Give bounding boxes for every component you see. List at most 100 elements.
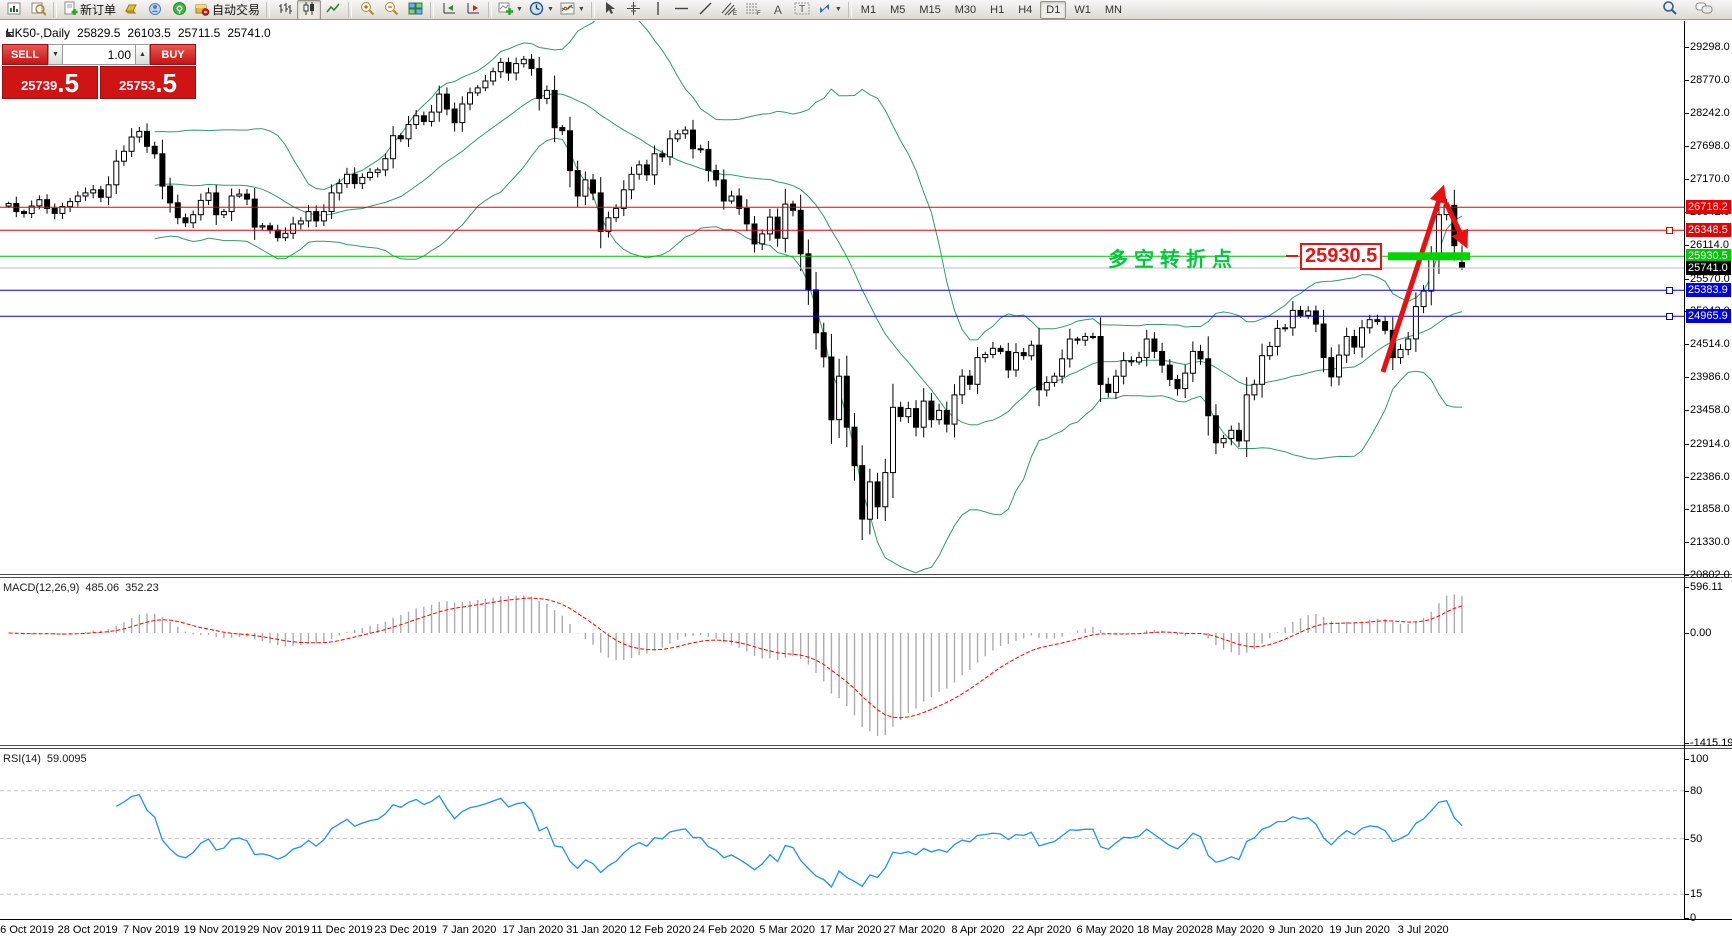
price-tick <box>1684 575 1689 576</box>
macd-histogram <box>15 594 1463 736</box>
turning-point-annotation[interactable]: 多空转折点 <box>1108 249 1238 272</box>
auto-scroll-icon <box>466 1 481 19</box>
timeframe-button-mn[interactable]: MN <box>1104 3 1122 16</box>
time-axis-label: 23 Dec 2019 <box>374 924 437 936</box>
search-button[interactable] <box>1658 0 1682 20</box>
time-axis-label: 3 Jul 2020 <box>1397 924 1449 936</box>
templates-button[interactable]: ▼ <box>557 0 588 20</box>
arrows-icon <box>817 1 832 19</box>
sell-price-display[interactable]: 25739.5 <box>2 66 98 99</box>
text-button[interactable]: A <box>766 0 790 20</box>
price-tick <box>1684 377 1689 379</box>
rsi-tick <box>1684 759 1689 760</box>
volume-input[interactable] <box>63 44 135 65</box>
price-tick-label: 27698.0 <box>1690 140 1730 153</box>
cursor-button[interactable] <box>598 0 622 20</box>
toolbar-separator <box>348 1 353 18</box>
rsi-tick-label: 0 <box>1690 912 1697 924</box>
auto-scroll-button[interactable] <box>461 0 485 20</box>
toolbar-separator <box>590 1 595 18</box>
trend-arrows[interactable] <box>1380 184 1469 373</box>
auto-trading-button[interactable]: 自动交易 <box>191 0 263 20</box>
profiles-button[interactable] <box>26 0 50 20</box>
sell-button[interactable]: SELL <box>2 44 48 65</box>
svg-text:T: T <box>799 4 805 15</box>
macd-tick <box>1684 742 1689 744</box>
vertical-line-button[interactable] <box>646 0 670 20</box>
support-bar-annotation[interactable] <box>1388 252 1470 261</box>
price-tick <box>1684 409 1689 411</box>
close-value: 25741.0 <box>227 26 271 40</box>
pane-separator[interactable] <box>0 574 1732 578</box>
mql5-community-icon <box>172 1 187 19</box>
price-line-label: 24965.9 <box>1686 309 1731 324</box>
periods-button[interactable]: ▼ <box>526 0 557 20</box>
new-order-button[interactable]: 新订单 <box>60 0 119 20</box>
candlestick-chart-button[interactable] <box>297 0 322 20</box>
macd-tick-label: 596.11 <box>1690 580 1723 593</box>
timeframe-button-w1[interactable]: W1 <box>1074 3 1091 16</box>
macd-pane-canvas[interactable] <box>0 578 1684 745</box>
equidistant-channel-button[interactable]: E <box>718 0 742 20</box>
indicators-button[interactable]: ▼ <box>495 0 526 20</box>
rsi-pane-canvas[interactable] <box>0 749 1684 919</box>
arrows-button[interactable]: ▼ <box>814 0 845 20</box>
fibonacci-button[interactable]: F <box>742 0 766 20</box>
trendline-button[interactable] <box>694 0 718 20</box>
rsi-label: RSI(14) 59.0095 <box>3 753 87 765</box>
rsi-tick-label: 50 <box>1690 832 1703 845</box>
buy-price-frac: .5 <box>155 68 177 98</box>
price-tick-label: 24514.0 <box>1690 338 1730 351</box>
volume-increase-button[interactable]: ▲ <box>135 44 150 65</box>
main-chart-canvas[interactable] <box>0 21 1684 575</box>
zoom-out-button[interactable] <box>379 0 403 20</box>
rsi-tick-label: 15 <box>1690 888 1703 901</box>
line-chart-icon <box>325 1 341 19</box>
mql5-community-button[interactable] <box>167 0 191 20</box>
price-tick-label: 21858.0 <box>1690 503 1730 516</box>
zoom-in-button[interactable] <box>355 0 379 20</box>
timeframe-button-m30[interactable]: M30 <box>954 3 977 16</box>
templates-icon <box>560 1 575 19</box>
gold-bar-button[interactable] <box>119 0 143 20</box>
chat-button[interactable] <box>1692 0 1716 20</box>
line-selection-marker <box>1666 226 1673 234</box>
timeframe-button-d1[interactable]: D1 <box>1040 0 1067 19</box>
price-tick <box>1684 179 1689 181</box>
candlestick-series[interactable] <box>5 53 1465 541</box>
price-tag-annotation[interactable]: 25930.5 <box>1300 242 1383 270</box>
timeframe-button-m1[interactable]: M1 <box>860 3 877 16</box>
text-label-button[interactable]: T <box>790 0 814 20</box>
auto-trading-label: 自动交易 <box>212 3 261 17</box>
new-chart-button[interactable] <box>2 0 26 20</box>
rsi-tick-label: 80 <box>1690 784 1703 797</box>
crosshair-button[interactable] <box>622 0 646 20</box>
time-axis-label: 16 Oct 2019 <box>0 924 54 936</box>
time-axis-label: 17 Mar 2020 <box>819 924 882 936</box>
line-chart-button[interactable] <box>321 0 345 20</box>
symbol-pin-icon <box>6 29 14 37</box>
price-tick <box>1684 509 1689 511</box>
terminal-button[interactable] <box>143 0 167 20</box>
tile-windows-button[interactable] <box>403 0 427 20</box>
price-tick <box>1684 443 1689 445</box>
pane-separator[interactable] <box>0 745 1732 749</box>
timeframe-button-m5[interactable]: M5 <box>890 3 906 16</box>
buy-price-display[interactable]: 25753.5 <box>100 66 196 99</box>
cursor-icon <box>602 1 617 19</box>
timeframe-button-m15[interactable]: M15 <box>919 3 941 16</box>
new-order-label: 新订单 <box>80 3 117 17</box>
timeframe-button-h1[interactable]: H1 <box>990 3 1005 16</box>
timeframe-button-h4[interactable]: H4 <box>1018 3 1033 16</box>
chart-shift-button[interactable] <box>437 0 461 20</box>
horizontal-line-button[interactable] <box>670 0 694 20</box>
buy-button[interactable]: BUY <box>150 44 196 65</box>
chevron-down-icon: ▼ <box>546 6 554 13</box>
bar-chart-button[interactable] <box>273 0 297 20</box>
rsi-line <box>115 793 1463 889</box>
volume-decrease-button[interactable]: ▼ <box>48 44 63 65</box>
new-order-icon <box>63 1 78 19</box>
high-value: 26103.5 <box>127 26 171 40</box>
trendline-icon <box>698 1 713 19</box>
macd-tick-label: -1415.19 <box>1690 736 1732 749</box>
